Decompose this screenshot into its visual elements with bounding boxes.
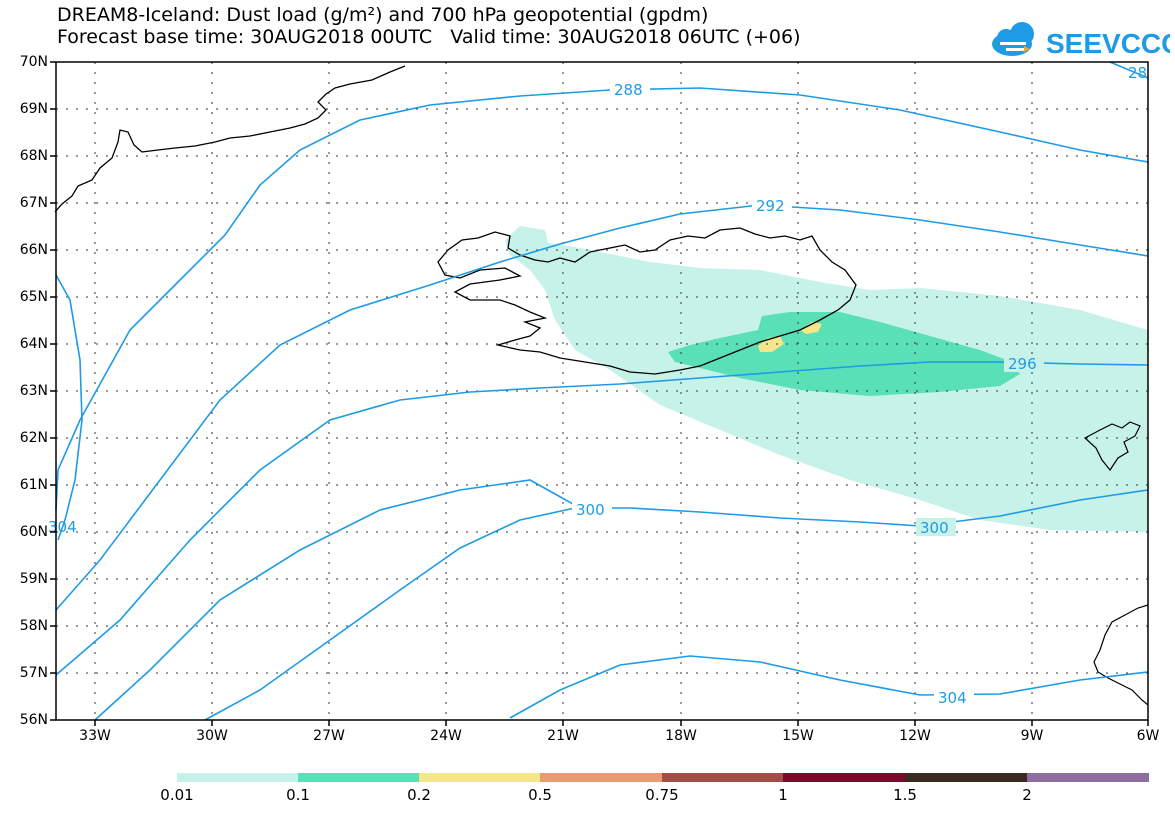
colorbar-swatch	[1027, 773, 1149, 782]
logo-text: SEEVCCC	[1046, 28, 1170, 59]
colorbar-label: 1.5	[893, 786, 917, 804]
lat-label: 56N	[19, 712, 48, 728]
lon-label: 30W	[196, 728, 228, 744]
lat-label: 59N	[19, 571, 48, 587]
cloud-icon	[992, 22, 1034, 56]
lat-label: 65N	[19, 289, 48, 305]
lat-label: 58N	[19, 618, 48, 634]
colorbar-swatch	[783, 773, 905, 782]
contour-label: 304	[938, 689, 967, 707]
lon-label: 24W	[430, 728, 462, 744]
faroe-coastline	[1083, 421, 1141, 472]
contour-296	[55, 361, 1149, 676]
scotland-coastline	[1093, 604, 1149, 706]
colorbar-swatch	[540, 773, 662, 782]
lat-label: 57N	[19, 665, 48, 681]
contour-288	[55, 87, 1149, 511]
contour-304	[204, 507, 576, 721]
contour-label: 296	[1008, 355, 1037, 373]
lat-label: 60N	[19, 524, 48, 540]
lon-label: 27W	[313, 728, 345, 744]
iceland-coastline	[437, 227, 857, 375]
lat-label: 64N	[19, 336, 48, 352]
colorbar-label: 1	[778, 786, 788, 804]
lon-label: 33W	[79, 728, 111, 744]
colorbar-swatch	[905, 773, 1027, 782]
lat-label: 61N	[19, 477, 48, 493]
contour-label: 28	[1128, 64, 1147, 82]
contour-label: 300	[576, 501, 605, 519]
colorbar-swatch	[298, 773, 419, 782]
colorbar-label: 0.1	[286, 786, 310, 804]
contour-label: 304	[48, 518, 77, 536]
colorbar-label: 0.01	[160, 786, 194, 804]
lon-label: 18W	[665, 728, 697, 744]
lat-label: 70N	[19, 54, 48, 70]
lat-label: 63N	[19, 383, 48, 399]
colorbar-label: 0.75	[645, 786, 679, 804]
greenland-coastline	[54, 65, 406, 213]
contour-left-304	[55, 274, 83, 541]
title-line-2: Forecast base time: 30AUG2018 00UTC Vali…	[57, 26, 801, 48]
graticule	[56, 62, 1148, 720]
colorbar-label: 0.2	[407, 786, 431, 804]
colorbar-swatch	[419, 773, 540, 782]
colorbar-swatch	[662, 773, 783, 782]
dust-band-0.1	[668, 312, 1020, 396]
lat-label: 68N	[19, 148, 48, 164]
lat-label: 66N	[19, 242, 48, 258]
colorbar-label: 2	[1022, 786, 1032, 804]
lon-label: 21W	[547, 728, 579, 744]
dust-load-field	[505, 226, 1148, 532]
contour-284	[1109, 61, 1149, 79]
lon-label: 12W	[899, 728, 931, 744]
contour-292	[55, 204, 1149, 611]
contour-label: 288	[614, 81, 643, 99]
contour-304-south	[509, 655, 1149, 719]
lon-label: 9W	[1020, 728, 1044, 744]
dust-band-0.2	[758, 336, 784, 352]
contour-label: 292	[756, 197, 785, 215]
lon-label: 15W	[782, 728, 814, 744]
lat-label: 69N	[19, 101, 48, 117]
lat-label: 67N	[19, 195, 48, 211]
dust-band-0.2-b	[800, 322, 822, 334]
colorbar-swatch	[177, 773, 298, 782]
contour-label: 300	[920, 519, 949, 537]
seevccc-logo: SEEVCCC	[992, 22, 1170, 59]
lon-label: 6W	[1136, 728, 1160, 744]
lat-label: 62N	[19, 430, 48, 446]
colorbar-label: 0.5	[528, 786, 552, 804]
colorbar	[177, 773, 1149, 782]
contour-label-group: 288 292 296 300 300 304 28 304	[48, 64, 1147, 707]
title-line-1: DREAM8-Iceland: Dust load (g/m²) and 700…	[57, 4, 709, 26]
geopotential-contours	[55, 61, 1149, 721]
axis-ticks	[50, 61, 1149, 726]
